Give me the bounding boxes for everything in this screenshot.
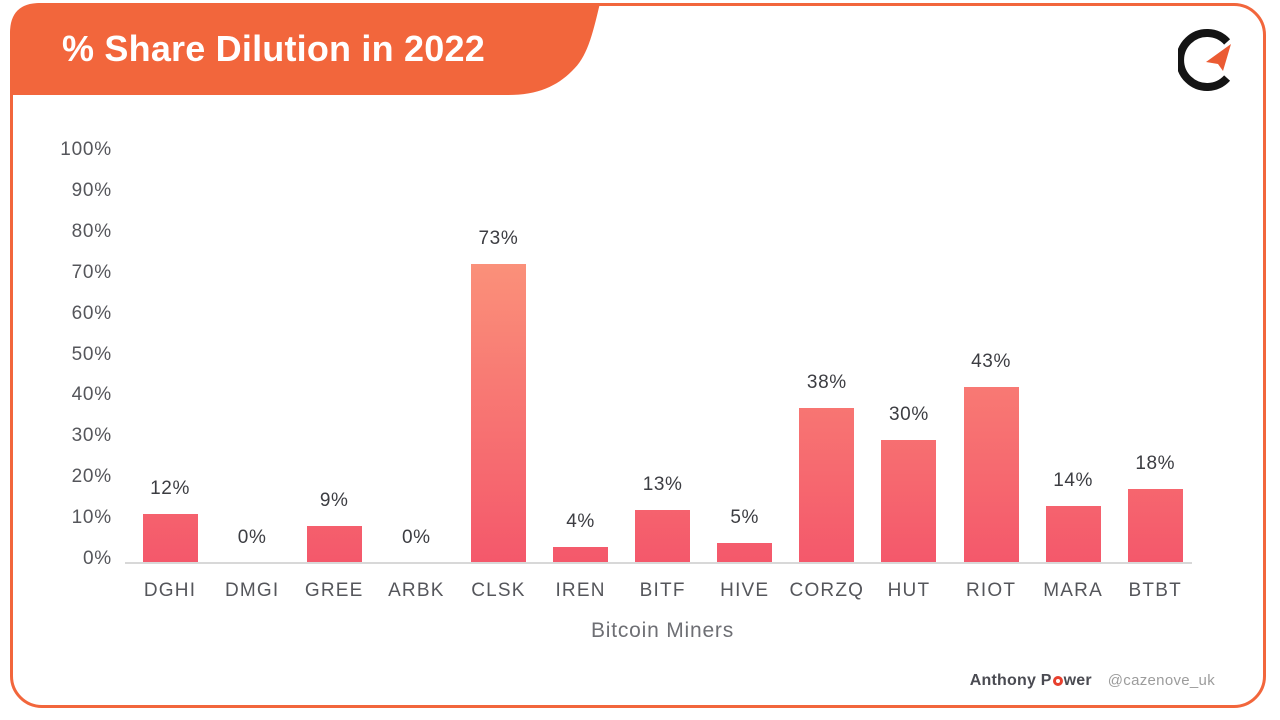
y-tick-label: 20% xyxy=(71,466,112,488)
bar xyxy=(306,526,362,563)
banner-shape xyxy=(10,3,600,95)
twitter-handle: @cazenove_uk xyxy=(1107,672,1215,689)
bar xyxy=(963,387,1019,563)
category-label: CLSK xyxy=(471,580,526,601)
bar xyxy=(142,513,198,563)
navigation-arrow-icon xyxy=(1206,44,1231,71)
category-label: IREN xyxy=(555,580,606,601)
category-label: BITF xyxy=(639,580,686,601)
x-axis-title: Bitcoin Miners xyxy=(590,619,735,642)
y-tick-label: 80% xyxy=(71,220,112,242)
category-label: ARBK xyxy=(388,580,445,601)
bar xyxy=(799,407,855,563)
y-tick-label: 60% xyxy=(71,302,112,324)
bar-value-label: 4% xyxy=(566,510,595,532)
stylized-o-ring xyxy=(1052,676,1063,686)
category-label: CORZQ xyxy=(789,580,865,601)
bar-value-label: 73% xyxy=(478,228,519,250)
category-label: DGHI xyxy=(143,580,197,601)
y-tick-label: 0% xyxy=(82,548,112,569)
bar-value-label: 14% xyxy=(1053,469,1094,491)
bar-value-label: 13% xyxy=(642,473,683,495)
c-arrow-logo-icon xyxy=(1176,29,1231,91)
category-label: GREE xyxy=(304,580,364,601)
bar xyxy=(635,509,691,563)
bar-value-label: 43% xyxy=(971,351,1011,373)
title-banner: % Share Dilution in 2022 xyxy=(10,3,620,95)
y-tick-label: 40% xyxy=(71,384,112,406)
bar-value-label: 12% xyxy=(150,477,190,499)
bar xyxy=(1045,505,1101,563)
y-tick-label: 70% xyxy=(71,261,112,283)
category-label: BTBT xyxy=(1128,580,1182,601)
bar-value-label: 38% xyxy=(806,371,847,393)
bar-value-label: 0% xyxy=(402,527,431,548)
y-tick-label: 30% xyxy=(71,425,112,447)
x-axis-line xyxy=(125,562,1192,564)
bar xyxy=(553,546,609,563)
category-label: RIOT xyxy=(965,580,1017,601)
bar-value-label: 30% xyxy=(889,404,929,426)
category-label: HUT xyxy=(887,580,931,601)
category-label: DMGI xyxy=(224,580,280,601)
page-title: % Share Dilution in 2022 xyxy=(62,28,485,69)
y-tick-label: 100% xyxy=(60,139,112,160)
y-tick-label: 90% xyxy=(71,179,112,201)
y-tick-label: 10% xyxy=(71,507,112,529)
bar xyxy=(1127,489,1183,563)
category-label: HIVE xyxy=(720,580,770,601)
brand-logo xyxy=(1176,26,1250,98)
y-tick-label: 50% xyxy=(71,343,112,365)
bar-value-label: 18% xyxy=(1135,453,1176,475)
bar xyxy=(470,264,526,563)
category-label: MARA xyxy=(1043,580,1103,601)
bar-value-label: 0% xyxy=(237,527,267,548)
bar xyxy=(717,542,773,563)
bar xyxy=(881,440,937,563)
bar-value-label: 5% xyxy=(730,506,760,528)
bar-value-label: 9% xyxy=(319,490,349,512)
